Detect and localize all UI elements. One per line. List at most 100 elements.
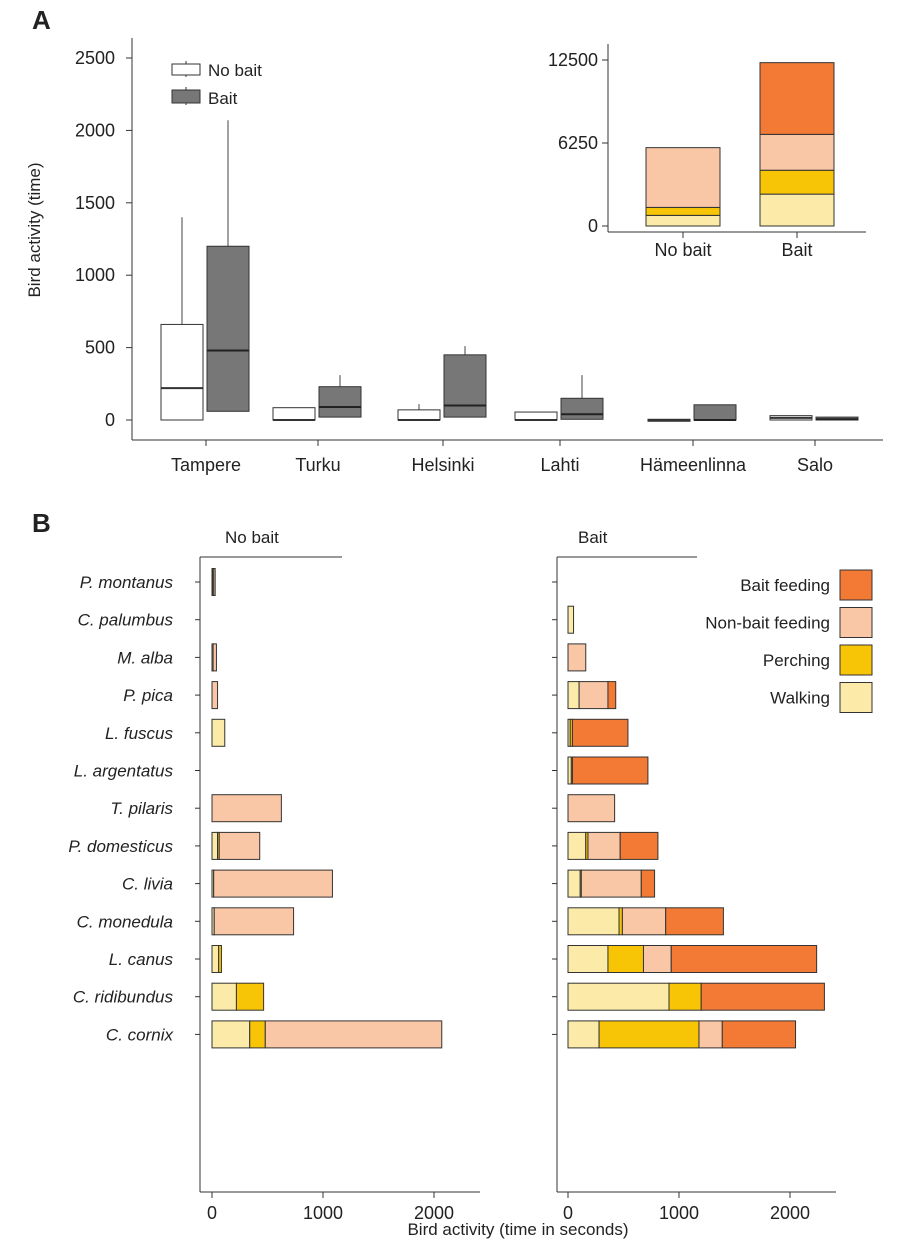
species-label: M. alba (117, 648, 173, 667)
species-label: P. pica (123, 686, 173, 705)
species-label: C. cornix (106, 1025, 174, 1044)
legend-bait-swatch (171, 89, 201, 104)
legend-entry-label: Walking (770, 689, 830, 708)
inset-bar-segment (645, 147, 721, 208)
bar-segment (567, 1020, 600, 1049)
panel-b-x-label: Bird activity (time in seconds) (407, 1220, 628, 1239)
legend-no-bait-label: No bait (208, 61, 262, 80)
bar-segment (587, 831, 621, 860)
species-label: C. palumbus (78, 611, 174, 630)
bar-segment (211, 1020, 251, 1049)
bar-segment (700, 982, 825, 1011)
bar-segment (598, 1020, 700, 1049)
species-label: L. canus (109, 950, 174, 969)
bar-segment (670, 945, 818, 973)
box (514, 411, 558, 421)
bar-segment (567, 907, 620, 936)
species-label: P. domesticus (68, 837, 173, 856)
box-plot-y-label: Bird activity (time) (25, 162, 44, 297)
bar-segment (607, 681, 617, 710)
panel-a-label: A (32, 5, 51, 35)
box (272, 407, 316, 421)
panel-x-tick-label: 2000 (770, 1203, 810, 1223)
bar-segment (571, 718, 629, 747)
species-label: P. montanus (80, 573, 174, 592)
species-label: L. fuscus (105, 724, 174, 743)
inset-y-tick-label: 12500 (548, 50, 598, 70)
box-plot-axes: 0 500 1000 1500 2000 2500 Tampere Turku Helsinki… (75, 38, 883, 475)
box-plot-y-tick-label: 500 (85, 338, 115, 358)
inset-category-label: Bait (781, 240, 812, 260)
box-plot-category-label: Hämeenlinna (640, 455, 747, 475)
box-plot-category-label: Salo (797, 455, 833, 475)
panel-b-label: B (32, 508, 51, 538)
legend-no-bait-swatch (171, 63, 201, 76)
bar-segment (235, 982, 265, 1011)
bar-segment (218, 945, 222, 973)
bar-segment (211, 831, 219, 860)
legend-bait-label: Bait (208, 89, 238, 108)
species-label: C. livia (122, 875, 173, 894)
bar-segment (211, 718, 226, 747)
box (160, 323, 204, 421)
bar-segment (249, 1020, 266, 1049)
bar-segment (721, 1020, 797, 1049)
bar-segment (567, 982, 670, 1011)
no-bait-bars: 0 1000 2000 (195, 557, 480, 1223)
bar-segment (567, 605, 575, 634)
bait-bars: 0 1000 2000 (552, 557, 836, 1223)
bar-segment (211, 681, 219, 710)
bar-segment (580, 869, 642, 898)
box-plot-category-label: Tampere (171, 455, 241, 475)
box (560, 397, 604, 420)
legend-swatch (839, 607, 873, 638)
bar-segment (211, 982, 237, 1011)
legend-bait: Bait (171, 87, 238, 108)
box (206, 245, 250, 412)
box-plot-boxes (160, 120, 859, 422)
activity-legend: Bait feeding Non-bait feeding Perching Walk… (705, 569, 873, 713)
bar-segment (578, 681, 609, 710)
bar-segment (567, 945, 609, 973)
legend-swatch (839, 644, 873, 676)
legend-entry-label: Non-bait feeding (705, 614, 830, 633)
legend-no-bait: No bait (171, 61, 262, 80)
box-plot-y-tick-label: 1500 (75, 193, 115, 213)
bar-segment (698, 1020, 723, 1049)
box-plot-category-label: Helsinki (411, 455, 474, 475)
bar-segment (621, 907, 667, 936)
box (318, 386, 362, 418)
inset-category-label: No bait (654, 240, 711, 260)
box-plot-y-tick-label: 1000 (75, 265, 115, 285)
bar-segment (571, 756, 649, 785)
species-label: L. argentatus (74, 762, 174, 781)
bar-segment (619, 831, 659, 860)
inset-bar-segment (645, 214, 721, 227)
species-labels: P. montanus C. palumbus M. alba P. pica L. f… (68, 573, 173, 1044)
bar-segment (567, 831, 587, 860)
legend-swatch (839, 682, 873, 713)
box-plot-y-tick-label: 2000 (75, 120, 115, 140)
stacked-horizontal-bar-panel: No bait Bait P. montanus C. palumbus M. al… (68, 528, 873, 1239)
box-plot-y-tick-label: 2500 (75, 48, 115, 68)
box-plot-y-tick-label: 0 (105, 410, 115, 430)
bar-segment (213, 869, 333, 898)
legend-swatch (839, 569, 873, 601)
legend-entry-label: Bait feeding (740, 576, 830, 595)
box-plot-category-label: Turku (295, 455, 340, 475)
box (693, 404, 737, 421)
bar-segment (640, 869, 656, 898)
panel-x-tick-label: 1000 (659, 1203, 699, 1223)
panel-x-tick-label: 1000 (303, 1203, 343, 1223)
bar-segment (567, 794, 616, 823)
bar-segment (211, 945, 220, 973)
bar-segment (264, 1020, 443, 1049)
box-plot-panel: Bird activity (time) 0 500 1000 1500 2000 250… (25, 38, 883, 475)
inset-bar-segment (759, 193, 835, 227)
inset-bar-segment (759, 133, 835, 171)
inset-bar-segment (759, 169, 835, 195)
bar-segment (607, 945, 644, 973)
panel-x-tick-label: 2000 (414, 1203, 454, 1223)
box (443, 354, 487, 418)
inset-y-tick-label: 0 (588, 216, 598, 236)
